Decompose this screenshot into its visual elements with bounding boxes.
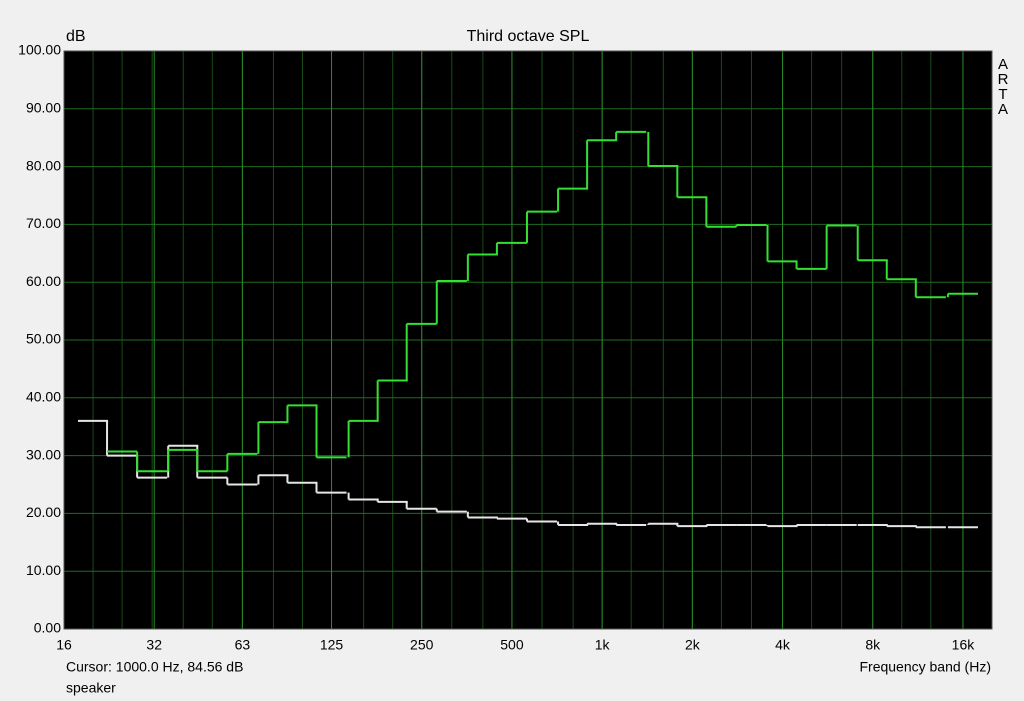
y-tick-label: 100.00	[18, 42, 61, 58]
plot-frame	[63, 50, 993, 630]
y-tick-label: 0.00	[34, 620, 61, 636]
y-tick-label: 80.00	[26, 157, 61, 173]
y-tick-label: 20.00	[26, 504, 61, 520]
y-tick-label: 50.00	[26, 331, 61, 347]
y-axis-label: dB	[66, 28, 86, 45]
x-tick-label: 500	[500, 637, 524, 653]
y-tick-label: 30.00	[26, 446, 61, 462]
y-tick-label: 60.00	[26, 273, 61, 289]
x-axis-label: Frequency band (Hz)	[859, 659, 991, 675]
x-tick-label: 1k	[595, 637, 611, 653]
logo: ARTA	[995, 56, 1012, 116]
chart-title: Third octave SPL	[467, 28, 590, 45]
cursor-readout: Cursor: 1000.0 Hz, 84.56 dB	[66, 659, 243, 675]
x-tick-label: 63	[235, 637, 251, 653]
x-tick-label: 16	[56, 637, 72, 653]
x-tick-label: 250	[410, 637, 434, 653]
x-tick-label: 125	[320, 637, 344, 653]
x-tick-label: 16k	[952, 637, 976, 653]
x-tick-label: 4k	[775, 637, 791, 653]
y-tick-label: 90.00	[26, 100, 61, 116]
y-tick-label: 40.00	[26, 389, 61, 405]
source-name: speaker	[66, 680, 116, 696]
x-tick-label: 32	[146, 637, 162, 653]
x-tick-label: 8k	[865, 637, 881, 653]
y-tick-label: 10.00	[26, 562, 61, 578]
x-tick-label: 2k	[685, 637, 701, 653]
y-tick-label: 70.00	[26, 215, 61, 231]
